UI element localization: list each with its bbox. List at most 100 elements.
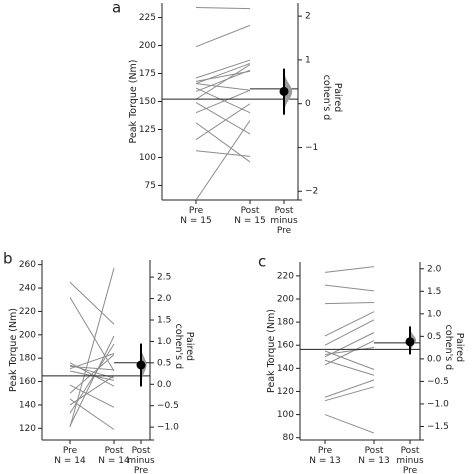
effect-y-tick-label: 2.0	[157, 294, 172, 304]
effect-y-tick-label: 0.5	[157, 358, 171, 368]
effect-y-tick-label: −2	[305, 187, 318, 197]
y-tick-label: 80	[283, 433, 295, 443]
paired-line	[324, 414, 375, 434]
x-tick-label-pre: Pre N = 13	[309, 446, 340, 466]
y-tick-label: 220	[19, 307, 36, 317]
effect-mean-dot	[136, 360, 146, 370]
paired-line	[324, 347, 375, 355]
y-tick-label: 125	[139, 125, 156, 135]
effect-y-tick-label: 2.0	[427, 264, 442, 274]
paired-line	[195, 87, 251, 114]
y-tick-label: 180	[19, 354, 36, 364]
y-tick-label: 160	[277, 341, 294, 351]
effect-y-tick-label: 1.0	[427, 309, 442, 319]
paired-line	[324, 319, 375, 346]
paired-line	[69, 354, 115, 394]
paired-line	[324, 266, 375, 273]
paired-line	[195, 24, 251, 48]
y-tick-label: 75	[145, 181, 156, 191]
y-tick-label: 100	[139, 153, 156, 163]
paired-line	[195, 59, 251, 79]
y-tick-label: 225	[139, 13, 156, 23]
effect-y-tick-label: 0.0	[427, 354, 442, 364]
effect-x-tick-label: Post minus Pre	[396, 446, 424, 474]
y-tick-label: 260	[19, 260, 36, 270]
paired-line	[324, 284, 375, 292]
y-tick-label: 240	[19, 284, 36, 294]
y-tick-label: 150	[139, 97, 156, 107]
effect-y-tick-label: −1.0	[427, 399, 449, 409]
paired-line	[69, 281, 115, 325]
x-tick-label-post: Post N = 14	[98, 446, 130, 466]
y-tick-label: 200	[19, 330, 36, 340]
panel-letter: a	[112, 0, 121, 17]
effect-y-axis-label: Pairedcohen's d	[443, 325, 465, 371]
paired-line	[324, 359, 375, 376]
y-tick-label: 140	[277, 364, 294, 374]
effect-x-tick-label: Post minus Pre	[127, 446, 155, 474]
y-tick-label: 160	[19, 377, 36, 387]
paired-line	[69, 384, 115, 408]
paired-line	[195, 83, 251, 91]
effect-mean-dot	[279, 86, 289, 96]
paired-line	[324, 311, 375, 337]
paired-line	[195, 6, 251, 10]
paired-line	[195, 62, 251, 85]
y-axis-label: Peak Torque (Nm)	[266, 309, 277, 393]
effect-y-tick-label: 2	[305, 12, 311, 22]
y-tick-label: 120	[277, 387, 294, 397]
paired-line	[324, 332, 375, 358]
panel-c: c 80 100 120 140 160 180 200 220 Peak Torque (Nm)…	[258, 253, 465, 474]
paired-line	[324, 379, 375, 398]
effect-y-tick-label: 2.5	[157, 273, 171, 283]
effect-y-tick-label: −1.0	[157, 423, 179, 433]
paired-line	[195, 64, 251, 100]
effect-y-tick-label: 1	[305, 55, 311, 65]
paired-line	[324, 301, 375, 305]
effect-y-tick-label: −1.5	[427, 422, 449, 432]
paired-line	[195, 89, 251, 114]
effect-y-tick-label: −0.5	[427, 377, 449, 387]
y-tick-label: 200	[277, 294, 294, 304]
paired-line	[69, 398, 115, 430]
x-tick-label-pre: Pre N = 14	[54, 446, 86, 466]
y-axis-label: Peak Torque (Nm)	[8, 308, 19, 392]
x-tick-label-post: Post N = 15	[234, 206, 265, 226]
panel-a: a 75 100 125 150 175 200 225 Peak Torque (Nm) Pre…	[112, 0, 343, 236]
panel-letter: b	[3, 250, 13, 268]
effect-mean-dot	[405, 337, 415, 347]
paired-line	[324, 340, 375, 366]
y-axis-label: Peak Torque (Nm)	[128, 59, 139, 143]
paired-line	[324, 386, 375, 402]
effect-y-tick-label: 0.0	[157, 380, 172, 390]
effect-y-axis-label: Pairedcohen's d	[173, 324, 195, 370]
x-tick-label-post: Post N = 13	[358, 446, 389, 466]
y-tick-label: 100	[277, 410, 294, 420]
paired-line	[195, 150, 251, 157]
paired-line	[69, 268, 115, 428]
panel-letter: c	[258, 253, 266, 271]
paired-line	[195, 103, 251, 140]
paired-line	[195, 120, 251, 201]
y-tick-label: 140	[19, 400, 36, 410]
y-tick-label: 180	[277, 318, 294, 328]
paired-line	[69, 365, 115, 371]
x-tick-label-pre: Pre N = 15	[180, 206, 211, 226]
y-tick-label: 220	[277, 271, 294, 281]
effect-y-tick-label: 0	[305, 99, 311, 109]
effect-y-tick-label: −1	[305, 143, 318, 153]
paired-line	[69, 335, 115, 427]
panel-b: b 120 140 160 180 200 220 240 260 Peak Torque (Nm…	[3, 250, 195, 474]
effect-y-tick-label: 0.5	[427, 332, 441, 342]
paired-line	[69, 297, 115, 372]
effect-x-tick-label: Post minus Pre	[270, 206, 298, 236]
effect-y-tick-label: 1.5	[427, 287, 441, 297]
paired-line	[195, 102, 251, 135]
effect-y-tick-label: −0.5	[157, 401, 179, 411]
paired-line	[324, 350, 375, 370]
y-tick-label: 200	[139, 41, 156, 51]
y-tick-label: 120	[19, 424, 36, 434]
effect-y-axis-label: Pairedcohen's d	[321, 75, 343, 121]
effect-y-tick-label: 1.0	[157, 337, 172, 347]
